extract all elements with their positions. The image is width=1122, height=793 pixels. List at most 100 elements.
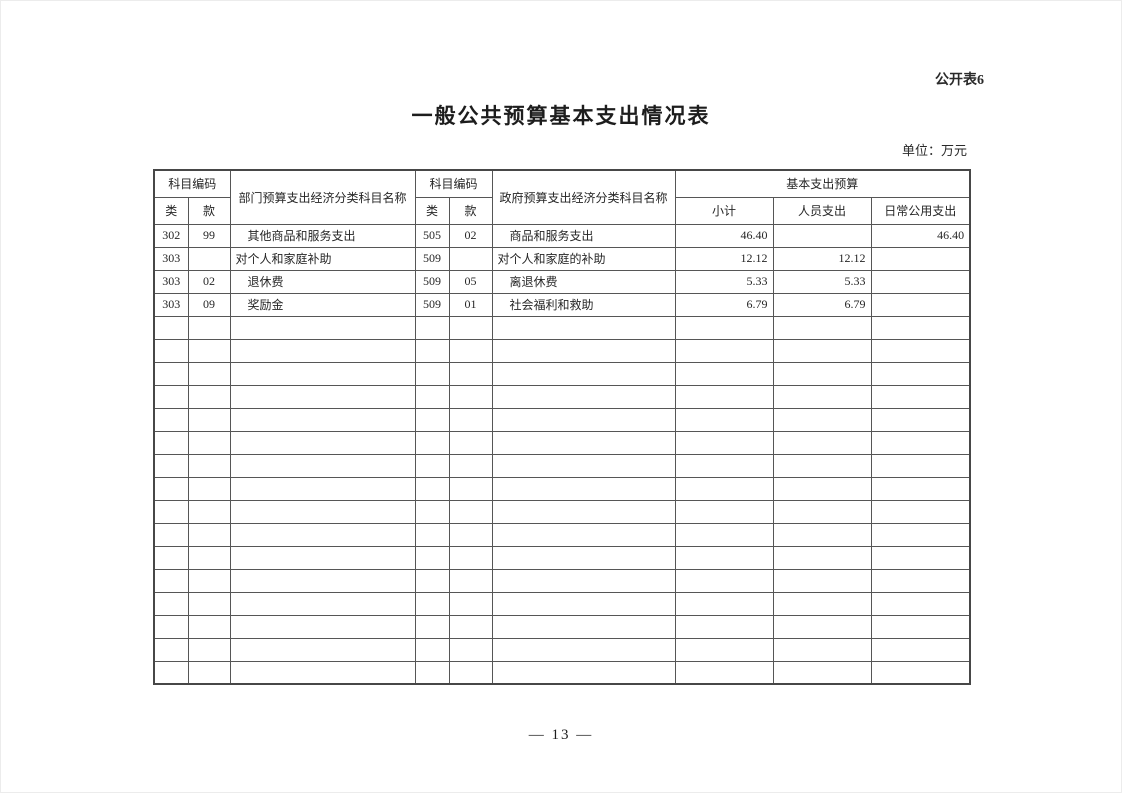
empty-cell: [870, 614, 971, 639]
empty-cell: [772, 568, 872, 593]
page-number: — 13 —: [528, 727, 594, 743]
empty-cell: [491, 315, 676, 340]
empty-cell: [674, 637, 774, 662]
empty-cell: [414, 568, 450, 593]
empty-cell: [414, 637, 450, 662]
empty-cell: [772, 384, 872, 409]
empty-cell: [153, 361, 189, 386]
table-row: 303 02 退休费 509 05 离退休费 5.33 5.33: [153, 269, 971, 294]
empty-cell: [448, 315, 493, 340]
empty-cell: [229, 338, 416, 363]
empty-cell: [414, 384, 450, 409]
empty-cell: [414, 591, 450, 616]
empty-cell: [870, 499, 971, 524]
table-row-empty: [153, 614, 971, 639]
empty-cell: [491, 545, 676, 570]
empty-cell: [674, 614, 774, 639]
table-row-empty: [153, 476, 971, 501]
page-title: 一般公共预算基本支出情况表: [411, 104, 711, 128]
empty-cell: [187, 522, 231, 547]
empty-cell: [674, 338, 774, 363]
header-class-right: 类: [414, 196, 450, 225]
empty-cell: [187, 338, 231, 363]
empty-cell: [229, 476, 416, 501]
table-row-empty: [153, 545, 971, 570]
header-personnel: 人员支出: [772, 196, 872, 225]
empty-cell: [491, 522, 676, 547]
empty-cell: [414, 361, 450, 386]
empty-cell: [229, 407, 416, 432]
empty-cell: [187, 315, 231, 340]
empty-cell: [414, 660, 450, 685]
cell-dept-item: 02: [187, 269, 231, 294]
empty-cell: [870, 568, 971, 593]
header-row-1: 科目编码 部门预算支出经济分类科目名称 科目编码 政府预算支出经济分类科目名称 …: [153, 169, 971, 225]
empty-cell: [414, 315, 450, 340]
table-row-empty: [153, 453, 971, 478]
empty-cell: [229, 637, 416, 662]
empty-cell: [674, 361, 774, 386]
empty-cell: [414, 453, 450, 478]
empty-cell: [229, 660, 416, 685]
cell-personnel: 12.12: [772, 246, 872, 271]
cell-gov-class: 509: [414, 269, 450, 294]
empty-cell: [153, 338, 189, 363]
empty-cell: [674, 568, 774, 593]
empty-cell: [448, 614, 493, 639]
empty-cell: [153, 660, 189, 685]
empty-cell: [674, 522, 774, 547]
header-dept-name: 部门预算支出经济分类科目名称: [229, 169, 416, 225]
empty-cell: [674, 430, 774, 455]
empty-cell: [153, 568, 189, 593]
cell-dept-class: 303: [153, 246, 189, 271]
empty-cell: [153, 407, 189, 432]
table-row-empty: [153, 407, 971, 432]
table-row: 302 99 其他商品和服务支出 505 02 商品和服务支出 46.40 46…: [153, 223, 971, 248]
empty-cell: [870, 384, 971, 409]
table-row-empty: [153, 384, 971, 409]
empty-cell: [491, 338, 676, 363]
cell-dept-class: 302: [153, 223, 189, 248]
empty-cell: [187, 407, 231, 432]
empty-cell: [187, 384, 231, 409]
empty-cell: [674, 476, 774, 501]
empty-cell: [491, 430, 676, 455]
empty-cell: [772, 361, 872, 386]
empty-cell: [153, 430, 189, 455]
empty-cell: [153, 384, 189, 409]
empty-cell: [491, 361, 676, 386]
empty-cell: [870, 591, 971, 616]
empty-cell: [870, 545, 971, 570]
empty-cell: [870, 453, 971, 478]
empty-cell: [414, 614, 450, 639]
empty-cell: [674, 453, 774, 478]
empty-cell: [229, 591, 416, 616]
empty-cell: [448, 453, 493, 478]
empty-cell: [772, 315, 872, 340]
empty-cell: [414, 545, 450, 570]
empty-cell: [674, 315, 774, 340]
empty-cell: [870, 315, 971, 340]
table-header: 科目编码 部门预算支出经济分类科目名称 科目编码 政府预算支出经济分类科目名称 …: [153, 169, 971, 225]
cell-gov-name: 社会福利和救助: [491, 292, 676, 317]
empty-cell: [448, 499, 493, 524]
empty-cell: [153, 637, 189, 662]
unit-note: 单位：万元: [901, 143, 967, 158]
empty-cell: [870, 430, 971, 455]
empty-cell: [187, 637, 231, 662]
empty-cell: [772, 476, 872, 501]
cell-gov-name: 离退休费: [491, 269, 676, 294]
table-row-empty: [153, 499, 971, 524]
empty-cell: [772, 430, 872, 455]
empty-cell: [491, 384, 676, 409]
empty-cell: [229, 361, 416, 386]
empty-cell: [491, 614, 676, 639]
cell-dept-item: [187, 246, 231, 271]
empty-cell: [448, 522, 493, 547]
cell-dept-item: 09: [187, 292, 231, 317]
table-row-empty: [153, 315, 971, 340]
empty-cell: [491, 499, 676, 524]
empty-cell: [448, 430, 493, 455]
header-basic-budget-group: 基本支出预算: [674, 169, 971, 198]
